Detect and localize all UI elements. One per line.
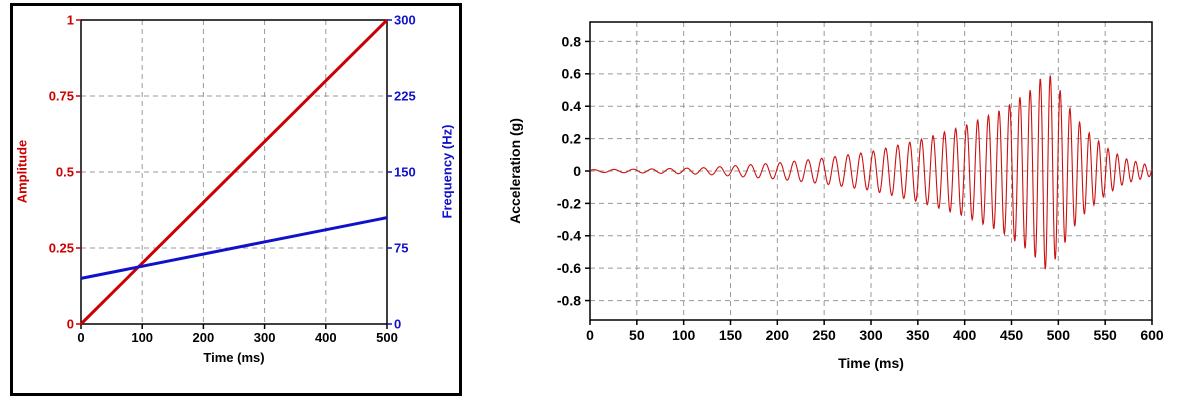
x-tick-label: 600 [1140, 327, 1164, 343]
amplitude-frequency-chart: 0 100 200 300 400 50000.250.50.75107515022530… [49, 13, 416, 345]
x-tick-label: 200 [766, 327, 790, 343]
x-tick-label: 450 [1000, 327, 1024, 343]
y-tick-label: 0.8 [562, 33, 582, 49]
right-y-tick-label: 150 [394, 165, 416, 180]
y-tick-label: -0.4 [557, 228, 581, 244]
x-tick-label: 0 [77, 330, 84, 345]
x-tick-label: 50 [629, 327, 645, 343]
left-y-tick-label: 0.75 [49, 89, 74, 104]
y-tick-label: 0.2 [562, 131, 582, 147]
amplitude-ramp-line [79, 18, 389, 326]
x-tick-label: 500 [1047, 327, 1071, 343]
acceleration-chart-panel: 0 50 100 150 200 250 300 350 400 450 500 550 600 0.8 0… [500, 0, 1177, 402]
x-tick-label: 350 [906, 327, 930, 343]
y-tick-label: -0.2 [557, 195, 581, 211]
x-tick-label: 400 [953, 327, 977, 343]
y-tick-label: -0.6 [557, 260, 581, 276]
x-tick-label: 200 [193, 330, 215, 345]
left-y-tick-label: 0.5 [56, 165, 74, 180]
frequency-sweep-line [80, 216, 388, 280]
right-y-tick-label: 300 [394, 13, 416, 28]
y-tick-label: 0.4 [562, 98, 582, 114]
y-tick-label: -0.8 [557, 292, 581, 308]
x-tick-label: 550 [1093, 327, 1117, 343]
input-definition-chart-panel: 0 100 200 300 400 500 0 0.25 0.5 0.75 1 0 75 150 225 30… [10, 3, 462, 396]
left-y-tick-label: 1 [67, 13, 74, 28]
left-y-tick-label: 0 [67, 317, 74, 332]
x-tick-label: 150 [719, 327, 743, 343]
x-tick-label: 300 [859, 327, 883, 343]
x-tick-label: 100 [131, 330, 153, 345]
acceleration-waveform-line [589, 75, 1153, 270]
right-y-tick-label: 75 [394, 241, 408, 256]
x-tick-label: 100 [672, 327, 696, 343]
acceleration-waveform-chart: 0 50 100 150 200 250 300 350 400 450 500 550 600 0.8 0… [557, 21, 1164, 343]
x-tick-label: 250 [812, 327, 836, 343]
x-tick-label: 0 [586, 327, 594, 343]
right-y-tick-label: 0 [394, 317, 401, 332]
right-y-tick-label: 225 [394, 89, 416, 104]
x-tick-label: 400 [315, 330, 337, 345]
y-tick-label: 0 [573, 163, 581, 179]
x-tick-label: 500 [376, 330, 398, 345]
left-y-tick-label: 0.25 [49, 241, 74, 256]
y-tick-label: 0.6 [562, 66, 582, 82]
x-tick-label: 300 [254, 330, 276, 345]
